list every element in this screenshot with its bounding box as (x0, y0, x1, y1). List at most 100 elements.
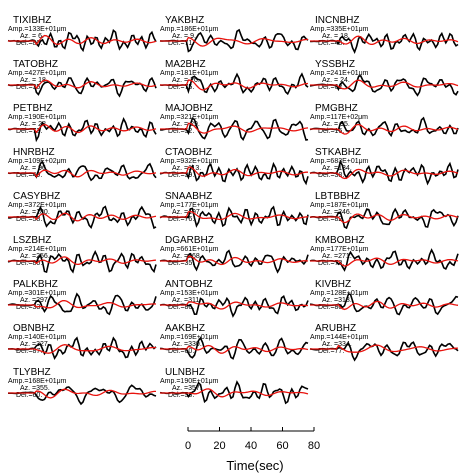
synthetic-trace (160, 255, 309, 266)
synthetic-trace (160, 79, 309, 91)
station-amplitude: Amp.=181E+01μm (160, 70, 219, 77)
station-distance: Del.=39. (168, 172, 194, 179)
synthetic-trace (8, 344, 157, 354)
station-azimuth: Az. = 29. (172, 121, 200, 128)
synthetic-trace (8, 123, 157, 134)
time-axis-tick-label: 80 (308, 440, 320, 452)
synthetic-trace (8, 212, 157, 222)
station-azimuth: Az. =327. (20, 341, 50, 348)
synthetic-trace (8, 256, 157, 266)
time-axis: 0 20 40 60 80 Time(sec) (185, 427, 320, 473)
station-azimuth: Az. = 9. (172, 33, 196, 40)
station-name: TLYBHZ (13, 367, 51, 378)
station-amplitude: Amp.=128E+01μm (310, 290, 369, 297)
station-amplitude: Amp.=932E+01μm (160, 158, 219, 165)
station-name: ARUBHZ (315, 323, 356, 334)
station-name: KIVBHZ (315, 279, 351, 290)
synthetic-trace (160, 122, 309, 134)
station-amplitude: Amp.=144E+01μm (310, 334, 369, 341)
station-distance: Del.=87. (16, 348, 42, 355)
station-distance: Del.=52. (168, 128, 194, 135)
synthetic-trace (310, 344, 459, 353)
synthetic-trace (310, 213, 459, 224)
synthetic-trace (8, 169, 157, 178)
time-axis-tick-label: 40 (245, 440, 257, 452)
synthetic-trace (310, 300, 459, 311)
station-amplitude: Amp.=177E+01μm (160, 202, 219, 209)
station-azimuth: Az. =271. (322, 253, 352, 260)
station-amplitude: Amp.=169E+01μm (160, 334, 219, 341)
synthetic-trace (310, 35, 459, 46)
station-distance: Del.=38. (318, 172, 344, 179)
station-distance: Del.=48. (318, 40, 344, 47)
station-distance: Del.=80. (16, 40, 42, 47)
station-name: INCNBHZ (315, 15, 359, 26)
station-azimuth: Az. = 24. (322, 77, 350, 84)
station-azimuth: Az. =357. (172, 385, 202, 392)
synthetic-trace (8, 79, 157, 90)
time-axis-ticks: 0 20 40 60 80 (185, 427, 320, 452)
station-azimuth: Az. =355. (20, 385, 50, 392)
station-name: CASYBHZ (13, 191, 60, 202)
station-azimuth: Az. = 18. (322, 33, 350, 40)
station-amplitude: Amp.=153E+01μm (160, 290, 219, 297)
observed-trace (8, 336, 157, 360)
synthetic-trace (310, 257, 459, 267)
station-amplitude: Amp.=214E+01μm (8, 246, 67, 253)
station-distance: Del.=73. (318, 260, 344, 267)
station-distance: Del.=71. (168, 40, 194, 47)
time-axis-tick-label: 60 (276, 440, 288, 452)
station-azimuth: Az. =297. (20, 297, 50, 304)
station-azimuth: Az. = 20. (172, 77, 200, 84)
station-amplitude: Amp.=109E+02μm (8, 158, 67, 165)
synthetic-trace (160, 36, 309, 47)
station-distance: Del.=80. (16, 260, 42, 267)
station-azimuth: Az. =256. (20, 253, 50, 260)
station-distance: Del.=76. (168, 216, 194, 223)
station-azimuth: Az. = 28. (20, 121, 48, 128)
station-azimuth: Az. = 18. (20, 77, 48, 84)
station-amplitude: Amp.=190E+01μm (8, 114, 67, 121)
station-amplitude: Amp.=117E+02μm (310, 114, 368, 121)
station-name: PALKBHZ (13, 279, 58, 290)
station-name: AAKBHZ (165, 323, 205, 334)
station-name: PMGBHZ (315, 103, 358, 114)
station-distance: Del.=35. (16, 84, 42, 91)
station-distance: Del.=60. (16, 392, 42, 399)
station-distance: Del.=56. (168, 392, 194, 399)
synthetic-trace (160, 210, 309, 221)
station-distance: Del.=80. (318, 304, 344, 311)
station-amplitude: Amp.=168E+01μm (8, 378, 67, 385)
time-axis-tick-label: 20 (213, 440, 225, 452)
station-name: DGARBHZ (165, 235, 214, 246)
time-axis-tick-label: 0 (185, 440, 191, 452)
station-name: ANTOBHZ (165, 279, 213, 290)
station-amplitude: Amp.=683E+01μm (310, 158, 369, 165)
synthetic-trace (310, 168, 459, 180)
synthetic-trace (160, 166, 308, 177)
station-name: MA2BHZ (165, 59, 206, 70)
station-amplitude: Amp.=661E+01μm (160, 246, 219, 253)
time-axis-label: Time(sec) (226, 458, 283, 473)
station-name: YSSBHZ (315, 59, 355, 70)
observed-trace (7, 28, 157, 53)
synthetic-trace (8, 299, 157, 309)
station-distance: Del.=62. (318, 84, 344, 91)
station-azimuth: Az. =318. (322, 297, 352, 304)
synthetic-trace (160, 388, 309, 398)
synthetic-trace (8, 34, 157, 46)
station-distance: Del.=49. (16, 172, 42, 179)
